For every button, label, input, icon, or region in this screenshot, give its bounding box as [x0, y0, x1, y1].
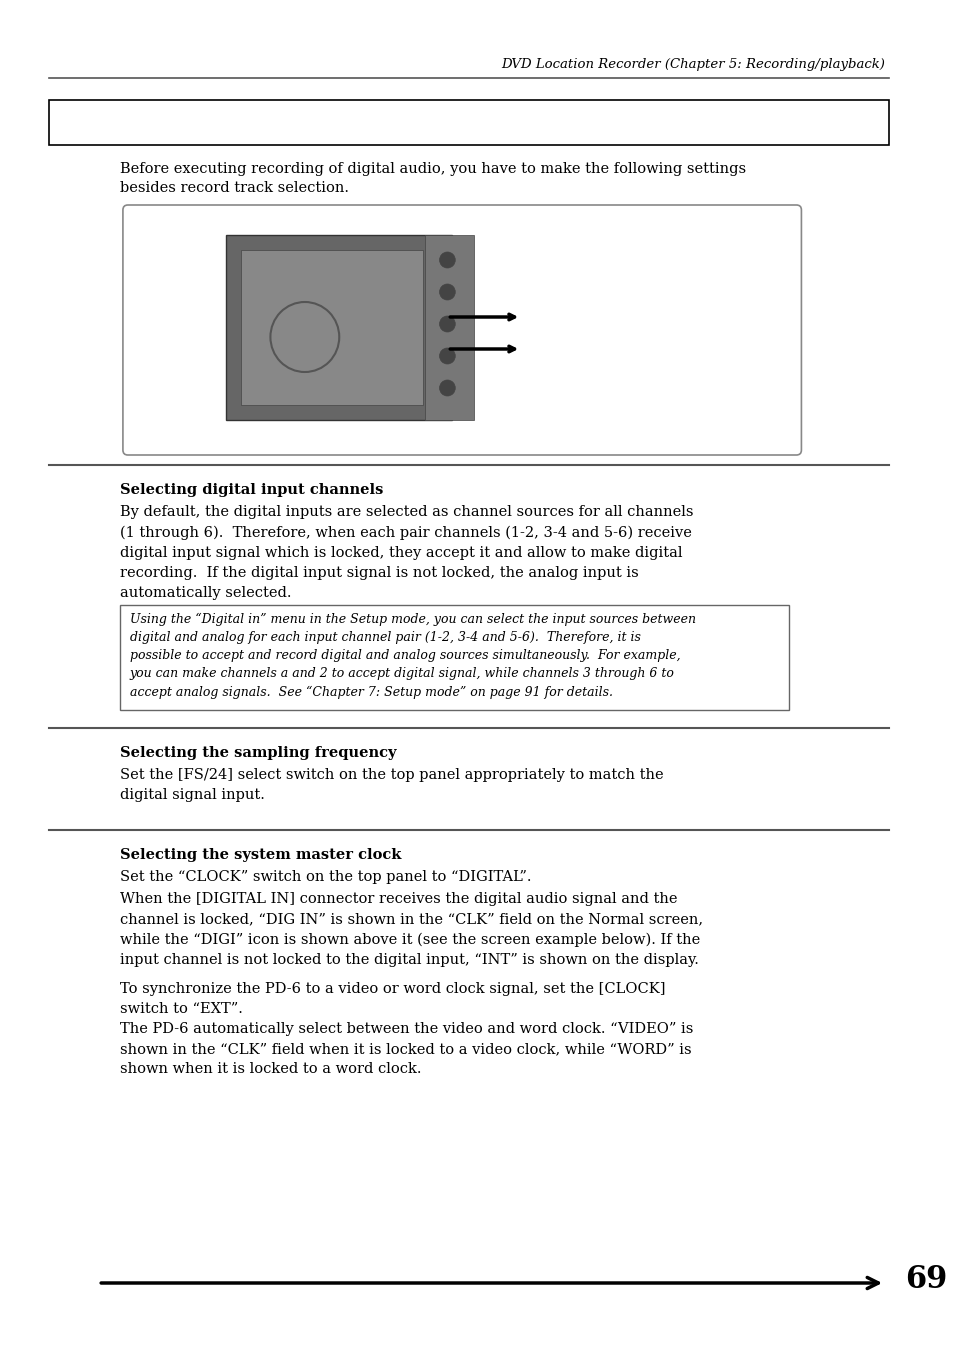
- FancyBboxPatch shape: [123, 205, 801, 455]
- Circle shape: [439, 253, 455, 267]
- Text: When the [DIGITAL IN] connector receives the digital audio signal and the
channe: When the [DIGITAL IN] connector receives…: [120, 892, 702, 967]
- FancyBboxPatch shape: [120, 605, 788, 711]
- Text: Before executing recording of digital audio, you have to make the following sett: Before executing recording of digital au…: [120, 162, 745, 196]
- Circle shape: [439, 349, 455, 363]
- Circle shape: [439, 316, 455, 332]
- Text: Selecting the sampling frequency: Selecting the sampling frequency: [120, 746, 396, 761]
- FancyBboxPatch shape: [50, 100, 888, 145]
- Text: DVD Location Recorder (Chapter 5: Recording/playback): DVD Location Recorder (Chapter 5: Record…: [500, 58, 884, 72]
- Bar: [424, 235, 474, 420]
- Text: Set the [FS/24] select switch on the top panel appropriately to match the
digita: Set the [FS/24] select switch on the top…: [120, 767, 663, 802]
- Text: By default, the digital inputs are selected as channel sources for all channels
: By default, the digital inputs are selec…: [120, 505, 693, 600]
- Text: To synchronize the PD-6 to a video or word clock signal, set the [CLOCK]
switch : To synchronize the PD-6 to a video or wo…: [120, 982, 693, 1077]
- Text: Set the “CLOCK” switch on the top panel to “DIGITAL”.: Set the “CLOCK” switch on the top panel …: [120, 870, 531, 884]
- Text: 69: 69: [903, 1263, 946, 1294]
- Text: Using the “Digital in” menu in the Setup mode, you can select the input sources : Using the “Digital in” menu in the Setup…: [130, 613, 695, 698]
- Bar: [226, 235, 452, 420]
- Circle shape: [439, 284, 455, 300]
- Circle shape: [439, 380, 455, 396]
- Text: Selecting digital input channels: Selecting digital input channels: [120, 484, 383, 497]
- Bar: [241, 250, 422, 405]
- Text: Selecting the system master clock: Selecting the system master clock: [120, 848, 401, 862]
